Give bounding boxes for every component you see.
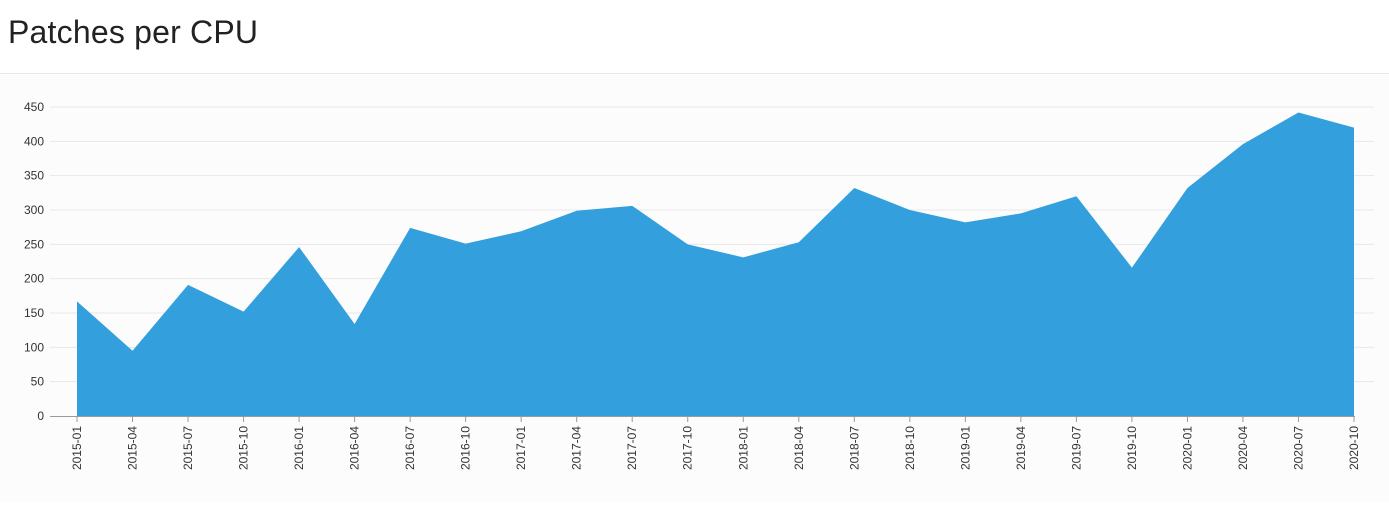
y-tick-label: 150 xyxy=(24,306,44,320)
page-header: Patches per CPU xyxy=(0,0,1389,74)
x-tick-label: 2020-10 xyxy=(1347,426,1361,470)
x-tick-label: 2020-04 xyxy=(1236,426,1250,470)
x-tick-label: 2018-04 xyxy=(792,426,806,470)
axes xyxy=(50,416,1355,422)
x-tick-label: 2015-04 xyxy=(126,426,140,470)
area-series xyxy=(77,112,1354,416)
series-area xyxy=(77,112,1354,416)
y-tick-label: 100 xyxy=(24,340,44,354)
x-tick-label: 2015-07 xyxy=(181,426,195,470)
y-tick-label: 300 xyxy=(24,203,44,217)
y-tick-label: 450 xyxy=(24,100,44,114)
y-tick-label: 200 xyxy=(24,272,44,286)
x-tick-label: 2019-01 xyxy=(958,426,972,470)
y-tick-label: 400 xyxy=(24,134,44,148)
x-tick-label: 2016-07 xyxy=(403,426,417,470)
y-tick-label: 350 xyxy=(24,169,44,183)
page-title: Patches per CPU xyxy=(8,14,258,51)
x-tick-label: 2018-10 xyxy=(903,426,917,470)
x-tick-label: 2017-04 xyxy=(570,426,584,470)
x-tick-label: 2020-07 xyxy=(1291,426,1305,470)
y-tick-label: 50 xyxy=(31,375,45,389)
x-tick-label: 2016-04 xyxy=(348,426,362,470)
y-tick-label: 250 xyxy=(24,237,44,251)
x-tick-label: 2016-10 xyxy=(459,426,473,470)
x-tick-label: 2018-07 xyxy=(847,426,861,470)
x-tick-label: 2018-01 xyxy=(736,426,750,470)
x-tick-label: 2015-10 xyxy=(237,426,251,470)
x-tick-label: 2019-10 xyxy=(1125,426,1139,470)
x-tick-label: 2015-01 xyxy=(70,426,84,470)
x-tick-label: 2017-10 xyxy=(681,426,695,470)
y-tick-label: 0 xyxy=(37,409,44,423)
x-tick-label: 2020-01 xyxy=(1180,426,1194,470)
y-tick-labels: 0 50 100 150 200 250 300 350 400 450 xyxy=(24,100,44,423)
x-tick-labels: 2015-01 2015-04 2015-07 2015-10 2016-01 2016-… xyxy=(70,426,1361,470)
x-tick-label: 2017-07 xyxy=(625,426,639,470)
x-tick-label: 2017-01 xyxy=(514,426,528,470)
x-tick-label: 2019-07 xyxy=(1069,426,1083,470)
x-tick-label: 2016-01 xyxy=(292,426,306,470)
x-tick-label: 2019-04 xyxy=(1014,426,1028,470)
